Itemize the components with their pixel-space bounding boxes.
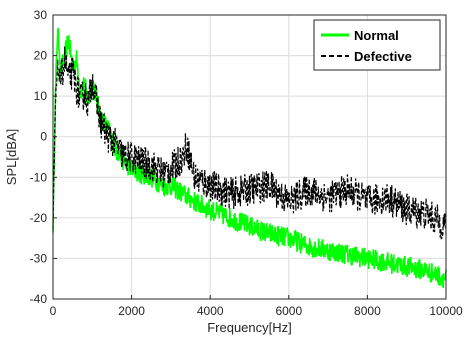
y-tick-label: 20 <box>34 49 48 63</box>
y-axis-label: SPL[dBA] <box>4 129 19 185</box>
plot-border <box>52 14 447 300</box>
x-axis-label: Frequency[Hz] <box>207 320 292 335</box>
legend-entry-normal: Normal <box>354 28 399 43</box>
x-tick-label: 4000 <box>197 304 224 318</box>
x-tick-label: 8000 <box>354 304 381 318</box>
y-tick-label: 10 <box>34 89 48 103</box>
legend-box <box>313 19 441 71</box>
series-line-defective <box>52 46 447 240</box>
legend: Normal Defective <box>313 19 441 71</box>
legend-entry-defective: Defective <box>354 49 412 64</box>
y-tick-label: -40 <box>30 292 48 306</box>
x-tick-label: 2000 <box>118 304 145 318</box>
series-layer <box>52 27 447 289</box>
x-tick-label: 10000 <box>429 304 463 318</box>
y-tick-label: 0 <box>40 130 47 144</box>
series-line-normal <box>52 27 447 289</box>
y-tick-label: -20 <box>30 211 48 225</box>
y-tick-label: 30 <box>34 8 48 22</box>
ticks: 0 2000 4000 6000 8000 10000 30 20 10 0 -10 -20 -30 -4… <box>30 8 463 318</box>
y-tick-label: -10 <box>30 170 48 184</box>
y-tick-label: -30 <box>30 251 48 265</box>
x-tick-label: 0 <box>50 304 57 318</box>
x-tick-label: 6000 <box>275 304 302 318</box>
